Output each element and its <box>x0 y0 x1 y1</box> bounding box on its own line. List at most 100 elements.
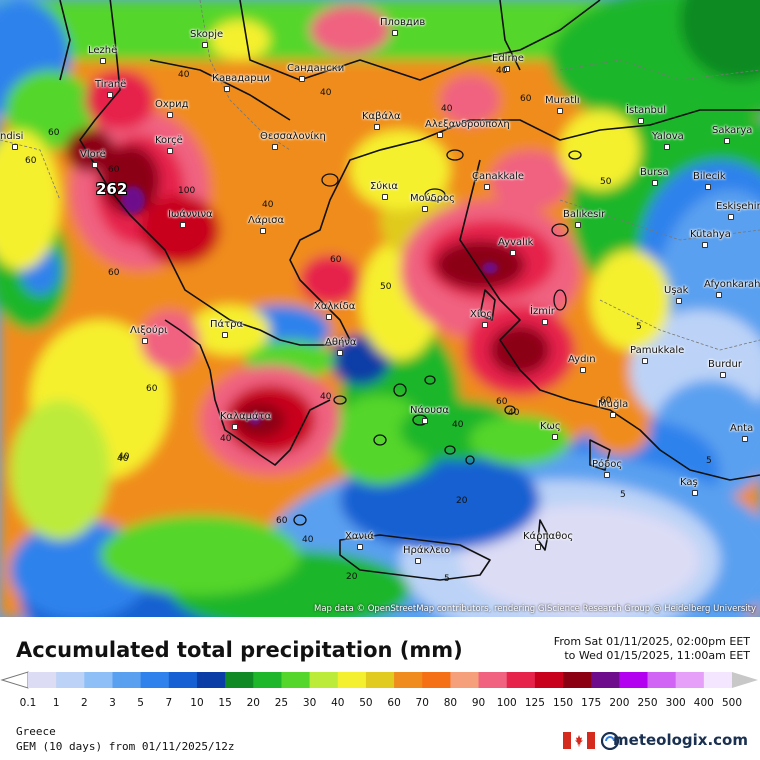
precipitation-map[interactable]: Пловдив Lezhë Skopje Кавадарци Сандански Edir… <box>0 0 760 617</box>
legend-label: 90 <box>471 697 486 709</box>
contour-value-label: 40 <box>117 454 129 464</box>
legend-swatch <box>591 672 620 688</box>
city-label: Χίος <box>470 309 493 320</box>
city-label: İzmir <box>530 306 555 317</box>
city-marker <box>437 132 443 138</box>
city-label: Νάουσα <box>410 405 449 416</box>
contour-value-label: 60 <box>48 128 60 138</box>
legend-label: 80 <box>443 697 458 709</box>
legend-label: 5 <box>137 697 144 709</box>
city-label: Balıkesir <box>563 209 606 220</box>
legend-swatch <box>309 672 339 688</box>
legend-label: 175 <box>581 697 602 709</box>
legend-label: 300 <box>665 697 686 709</box>
city-marker <box>326 314 332 320</box>
city-label: Kaş <box>680 477 698 488</box>
color-legend <box>0 671 758 689</box>
city-marker <box>716 292 722 298</box>
city-label: Ιωάννινα <box>168 209 213 220</box>
legend-arrow-right <box>732 672 758 688</box>
legend-label: 1 <box>52 697 60 709</box>
contour-value-label: 60 <box>496 397 508 407</box>
contour-value-label: 60 <box>520 94 532 104</box>
city-label: Ρόδος <box>592 459 623 470</box>
city-label: Сандански <box>287 63 345 74</box>
legend-label: 15 <box>218 697 232 709</box>
legend-swatch <box>647 672 677 688</box>
city-label: Uşak <box>664 285 689 296</box>
city-marker <box>510 250 516 256</box>
map-attribution[interactable]: Map data © OpenStreetMap contributors, r… <box>314 604 756 614</box>
legend-label: 50 <box>359 697 373 709</box>
city-label: Пловдив <box>380 17 426 28</box>
legend-labels: 0.1 1 2 3 5 7 10 15 20 25 30 40 50 60 70 80 90 100 125 150 1… <box>0 697 760 711</box>
city-label: Πάτρα <box>210 319 244 330</box>
legend-swatch <box>506 672 536 688</box>
city-marker <box>692 490 698 496</box>
city-label: Korçë <box>155 135 183 146</box>
city-label: Burdur <box>708 359 742 370</box>
contour-value-label: 60 <box>108 165 120 175</box>
legend-label: 70 <box>415 697 429 709</box>
legend-label: 10 <box>190 697 204 709</box>
date-range: From Sat 01/11/2025, 02:00pm EET to Wed … <box>554 635 750 663</box>
contour-value-label: 40 <box>452 420 464 430</box>
city-marker <box>422 206 428 212</box>
legend-swatch <box>563 672 592 688</box>
contour-value-label: 5 <box>444 574 450 584</box>
city-marker <box>382 194 388 200</box>
city-label: ndisi <box>0 131 24 142</box>
city-label: Eskişehir <box>716 201 760 212</box>
city-label: Vlorë <box>80 149 106 160</box>
legend-label: 25 <box>274 697 289 709</box>
contour-value-label: 60 <box>146 384 158 394</box>
city-marker <box>167 112 173 118</box>
contour-value-label: 40 <box>302 535 314 545</box>
city-label: Muğla <box>598 399 629 410</box>
city-marker <box>642 358 648 364</box>
city-label: Edirne <box>492 53 524 64</box>
city-marker <box>542 319 548 325</box>
city-marker <box>167 148 173 154</box>
city-label: Pamukkale <box>630 345 685 356</box>
city-label: Λάρισα <box>248 215 285 226</box>
city-marker <box>357 544 363 550</box>
city-label: Χαλκίδα <box>314 301 356 312</box>
contour-value-label: 60 <box>108 268 120 278</box>
city-marker <box>535 544 541 550</box>
city-marker <box>337 350 343 356</box>
legend-swatch <box>84 672 113 688</box>
city-marker <box>610 412 616 418</box>
model-run: GEM (10 days) from 01/11/2025/12z <box>16 740 235 753</box>
city-marker <box>638 118 644 124</box>
legend-swatch <box>619 672 649 688</box>
legend-swatch <box>112 672 142 688</box>
city-label: Αθήνα <box>325 337 357 348</box>
contour-value-label: 5 <box>706 456 712 466</box>
brand-name[interactable]: meteologix.com <box>613 731 748 749</box>
city-marker <box>392 30 398 36</box>
city-label: Σύκια <box>370 181 398 192</box>
city-marker <box>299 76 305 82</box>
city-label: Kütahya <box>690 229 731 240</box>
legend-swatch <box>534 672 564 688</box>
city-marker <box>664 144 670 150</box>
legend-label: 2 <box>80 697 88 709</box>
city-label: Λιξούρι <box>130 325 168 336</box>
contour-value-label: 60 <box>25 156 37 166</box>
city-label: Afyonkarahisar <box>704 279 760 290</box>
city-marker <box>180 222 186 228</box>
city-marker <box>484 184 490 190</box>
city-label: Κως <box>540 421 561 432</box>
city-label: Αλεξανδρούπολη <box>425 119 510 130</box>
city-marker <box>100 58 106 64</box>
city-label: Χανιά <box>345 531 375 542</box>
contour-value-label: 60 <box>330 255 342 265</box>
city-marker <box>222 332 228 338</box>
legend-swatch <box>675 672 705 688</box>
city-label: Κάρπαθος <box>523 531 574 542</box>
contour-value-label: 40 <box>262 200 274 210</box>
max-value-label: 262 <box>96 180 128 198</box>
contour-value-label: 40 <box>220 434 232 444</box>
legend-label: 40 <box>331 697 345 709</box>
